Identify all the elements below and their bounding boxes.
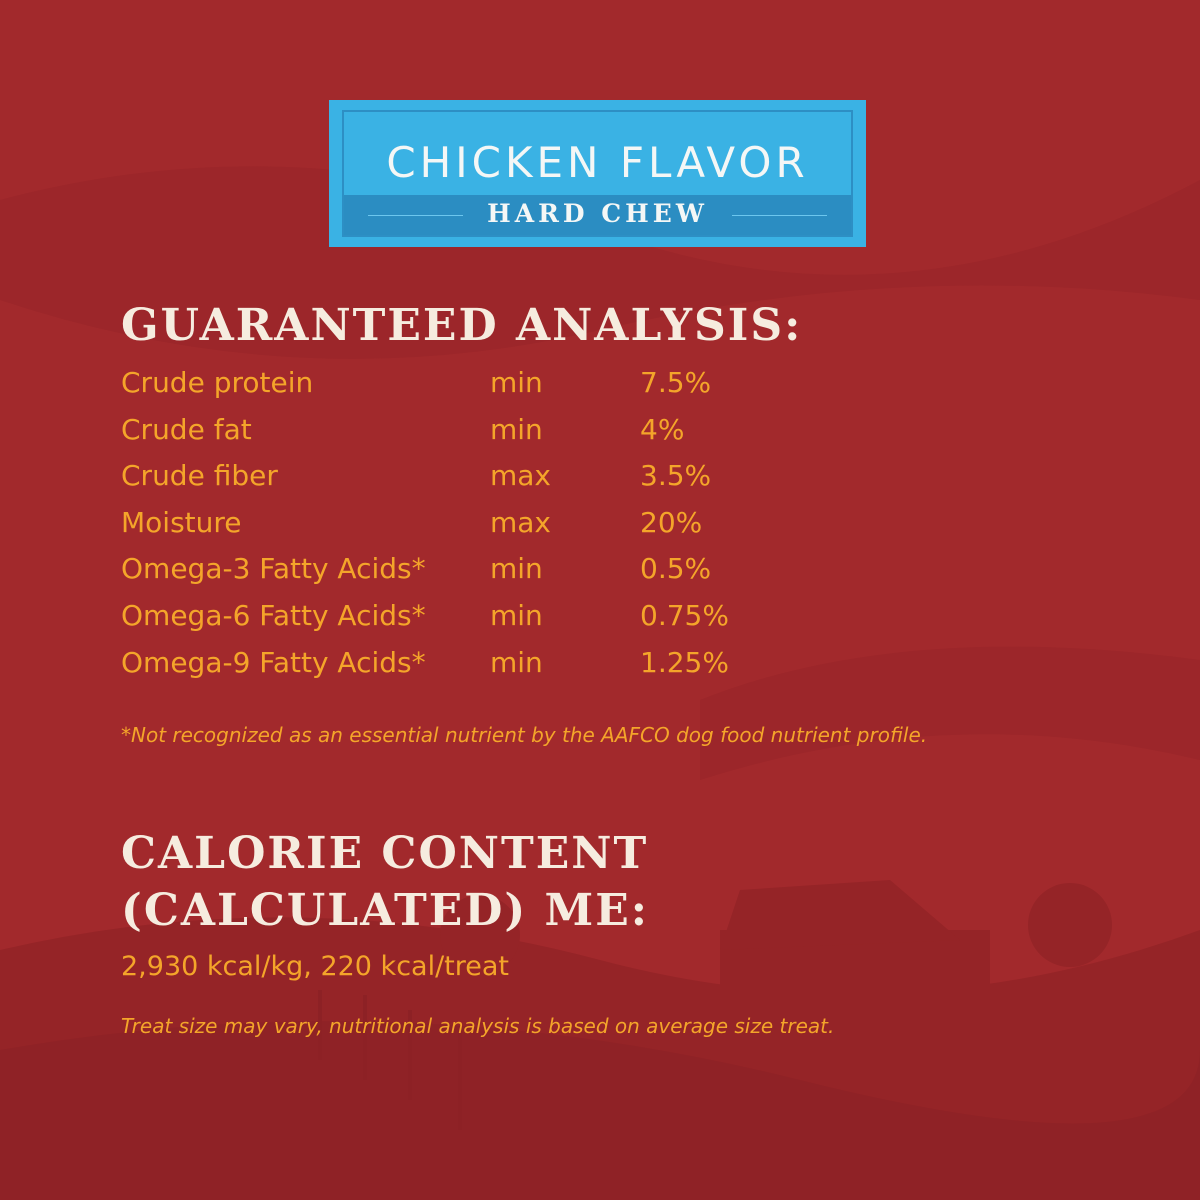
- nutrient-name: Moisture: [121, 505, 242, 539]
- nutrient-qualifier: min: [490, 552, 543, 586]
- analysis-row: Omega-3 Fatty Acids* min 0.5%: [121, 552, 821, 599]
- aafco-footnote: *Not recognized as an essential nutrient…: [121, 723, 928, 747]
- nutrient-qualifier: max: [490, 459, 552, 493]
- nutrient-qualifier: min: [490, 645, 543, 679]
- nutrient-value: 20%: [640, 505, 703, 539]
- nutrient-value: 7.5%: [640, 366, 712, 399]
- nutrient-value: 1.25%: [640, 645, 729, 679]
- product-flavor-badge: CHICKEN FLAVOR HARD CHEW: [329, 100, 866, 247]
- calorie-heading-line2: (CALCULATED) ME:: [121, 885, 650, 936]
- divider-line: [732, 215, 827, 216]
- flavor-title: CHICKEN FLAVOR: [386, 138, 809, 187]
- calorie-value: 2,930 kcal/kg, 220 kcal/treat: [121, 951, 510, 982]
- analysis-row: Omega-6 Fatty Acids* min 0.75%: [121, 599, 821, 646]
- badge-band: HARD CHEW: [344, 195, 851, 235]
- nutrient-name: Omega-6 Fatty Acids*: [121, 598, 426, 632]
- calorie-heading-line1: CALORIE CONTENT: [121, 828, 649, 879]
- analysis-row: Crude fat min 4%: [121, 413, 821, 460]
- nutrient-name: Crude protein: [121, 366, 314, 399]
- badge-border: CHICKEN FLAVOR HARD CHEW: [342, 110, 853, 237]
- divider-line: [368, 215, 463, 216]
- nutrient-qualifier: min: [490, 598, 543, 632]
- nutrient-qualifier: min: [490, 412, 543, 446]
- nutrient-name: Omega-9 Fatty Acids*: [121, 645, 426, 679]
- nutrient-qualifier: min: [490, 366, 543, 399]
- product-type: HARD CHEW: [487, 199, 708, 228]
- nutrient-name: Omega-3 Fatty Acids*: [121, 552, 426, 586]
- nutrient-name: Crude fiber: [121, 459, 278, 493]
- nutrient-value: 0.5%: [640, 552, 712, 586]
- analysis-heading: GUARANTEED ANALYSIS:: [121, 300, 803, 351]
- analysis-row: Crude fiber max 3.5%: [121, 459, 821, 506]
- nutrient-name: Crude fat: [121, 412, 252, 446]
- nutrient-value: 3.5%: [640, 459, 712, 493]
- nutrient-value: 0.75%: [640, 598, 729, 632]
- analysis-row: Omega-9 Fatty Acids* min 1.25%: [121, 646, 821, 693]
- analysis-table: Crude protein min 7.5% Crude fat min 4% Crud…: [121, 366, 821, 692]
- analysis-row: Moisture max 20%: [121, 506, 821, 553]
- treat-size-note: Treat size may vary, nutritional analysi…: [121, 1014, 835, 1038]
- nutrient-qualifier: max: [490, 505, 552, 539]
- analysis-row: Crude protein min 7.5%: [121, 366, 821, 413]
- nutrient-value: 4%: [640, 412, 685, 446]
